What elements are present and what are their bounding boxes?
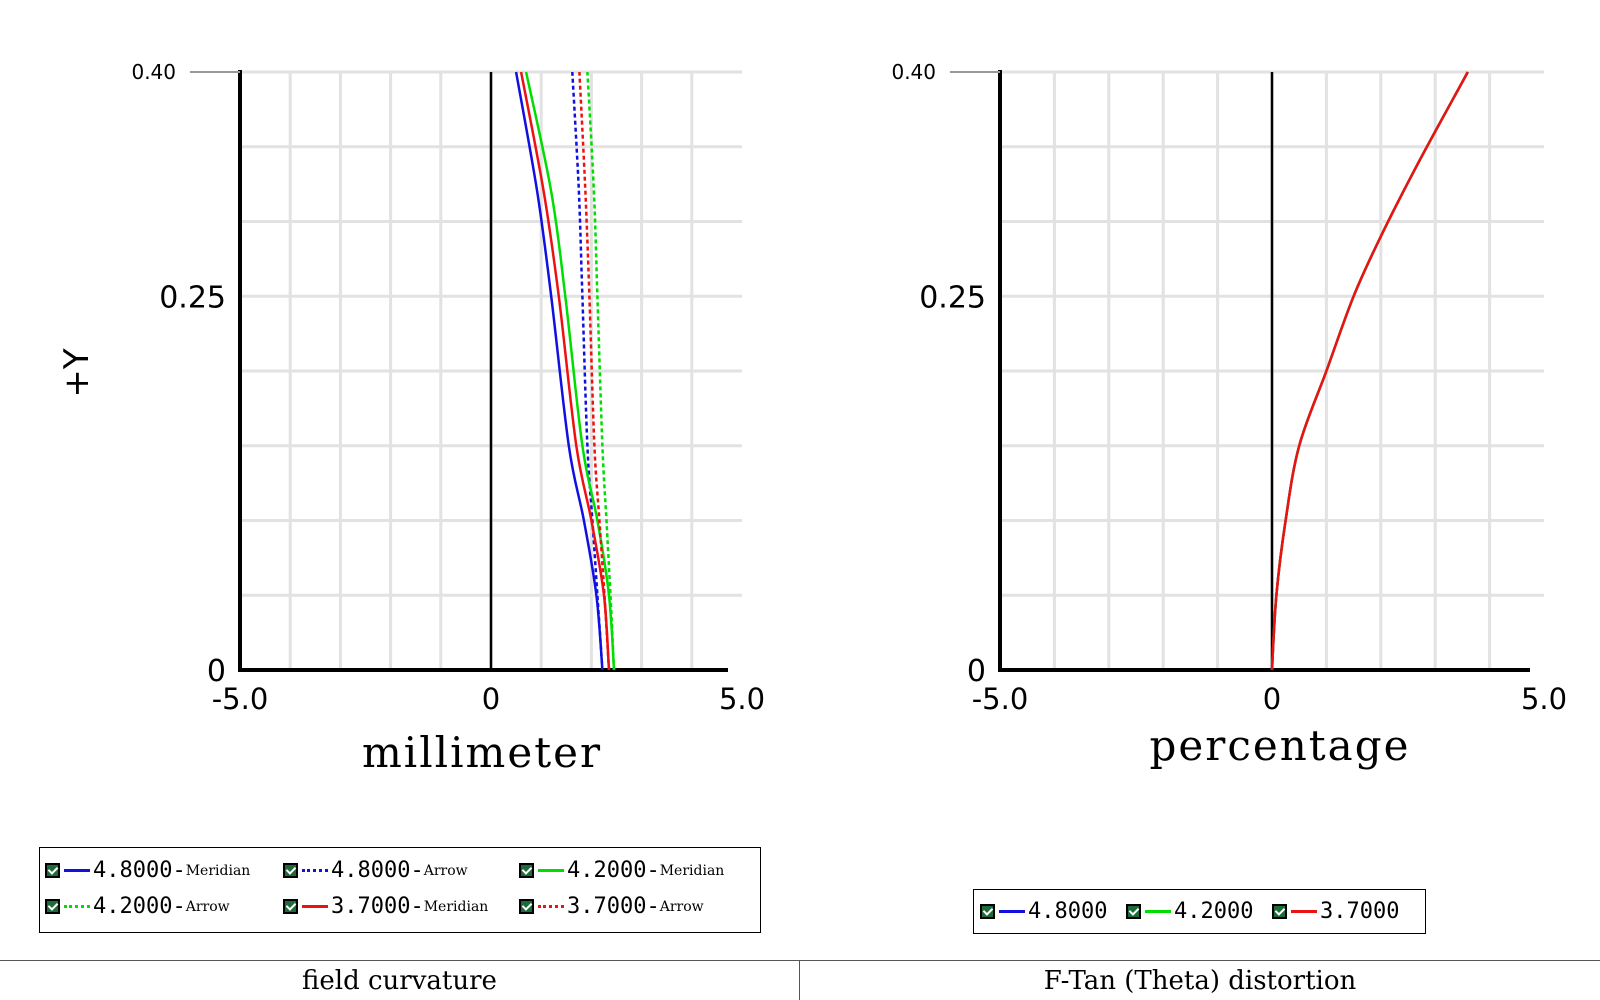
legend-item[interactable]: 3.7000- Arrow	[519, 894, 704, 919]
legend-checkbox[interactable]	[283, 863, 298, 878]
y-tick-label: 0.40	[131, 60, 176, 84]
legend-swatch	[302, 905, 328, 908]
series-line-4.8000-meridian	[514, 71, 604, 671]
y-tick-label: 0	[207, 654, 226, 689]
caption-field-curvature: field curvature	[0, 961, 800, 1000]
x-tick-label: -5.0	[972, 682, 1029, 716]
legend-checkbox[interactable]	[45, 863, 60, 878]
legend-item[interactable]: 4.2000- Arrow	[45, 894, 230, 919]
x-tick-label: 5.0	[1521, 682, 1567, 716]
legend-value: 4.8000-	[93, 858, 186, 883]
legend-item[interactable]: 3.7000- Meridian	[283, 894, 488, 919]
legend-value: 3.7000-	[567, 894, 660, 919]
legend-item[interactable]: 3.7000	[1272, 899, 1399, 924]
y-tick-label: 0.25	[919, 280, 986, 315]
legend-swatch	[64, 869, 90, 872]
legend-type: Meridian	[659, 862, 725, 879]
legend-type: Meridian	[185, 862, 251, 879]
legend-item[interactable]: 4.2000- Meridian	[519, 858, 724, 883]
legend-value: 4.2000	[1174, 899, 1254, 924]
legend-field-curvature: 4.8000- Meridian 4.8000- Arrow 4.2000- Meridi…	[39, 847, 761, 933]
legend-item[interactable]: 4.8000- Arrow	[283, 858, 468, 883]
x-axis-label: millimeter	[362, 728, 602, 777]
series-line-3.7000	[1270, 71, 1469, 671]
x-axis-label: percentage	[1150, 721, 1411, 770]
legend-checkbox[interactable]	[1272, 904, 1287, 919]
series-line-3.7000-arrow	[578, 71, 611, 671]
series-line-4.8000-arrow	[571, 71, 604, 671]
legend-type: Arrow	[659, 898, 704, 915]
legend-swatch	[999, 910, 1025, 913]
legend-checkbox[interactable]	[519, 863, 534, 878]
x-tick-label: 0	[1263, 682, 1281, 716]
legend-checkbox[interactable]	[45, 899, 60, 914]
legend-item[interactable]: 4.2000	[1126, 899, 1253, 924]
caption-distortion: F-Tan (Theta) distortion	[1043, 965, 1357, 996]
caption-bar: field curvature F-Tan (Theta) distortion	[0, 960, 1600, 1000]
legend-value: 4.2000-	[93, 894, 186, 919]
series-line-4.2000-arrow	[586, 71, 616, 671]
legend-type: Meridian	[423, 898, 489, 915]
legend-distortion: 4.8000 4.2000 3.7000	[973, 889, 1426, 934]
legend-value: 3.7000-	[331, 894, 424, 919]
legend-swatch	[538, 869, 564, 872]
legend-swatch	[64, 905, 90, 908]
legend-swatch	[302, 869, 328, 872]
legend-value: 4.8000	[1028, 899, 1108, 924]
legend-type: Arrow	[423, 862, 468, 879]
x-tick-label: 5.0	[719, 682, 765, 716]
legend-value: 4.8000-	[331, 858, 424, 883]
legend-item[interactable]: 4.8000- Meridian	[45, 858, 250, 883]
legend-swatch	[538, 905, 564, 908]
y-tick-label: 0	[967, 654, 986, 689]
legend-checkbox[interactable]	[1126, 904, 1141, 919]
y-tick-label: 0.40	[891, 60, 936, 84]
legend-type: Arrow	[185, 898, 230, 915]
series-line-4.2000-meridian	[524, 71, 616, 671]
legend-checkbox[interactable]	[980, 904, 995, 919]
y-axis-label: +Y	[57, 348, 97, 397]
x-tick-label: -5.0	[212, 682, 269, 716]
legend-value: 4.2000-	[567, 858, 660, 883]
legend-checkbox[interactable]	[519, 899, 534, 914]
legend-value: 3.7000	[1320, 899, 1400, 924]
legend-swatch	[1145, 910, 1171, 913]
legend-swatch	[1291, 910, 1317, 913]
x-tick-label: 0	[482, 682, 500, 716]
legend-checkbox[interactable]	[283, 899, 298, 914]
y-tick-label: 0.25	[159, 280, 226, 315]
legend-item[interactable]: 4.8000	[980, 899, 1107, 924]
